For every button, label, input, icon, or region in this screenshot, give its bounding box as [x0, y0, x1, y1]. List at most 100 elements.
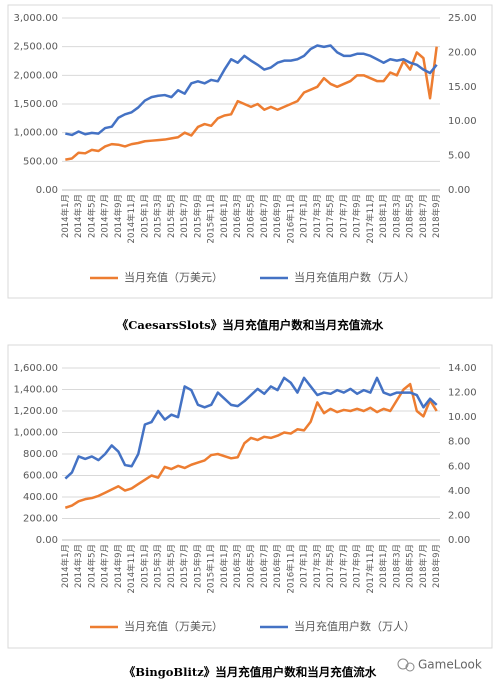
legend-label: 当月充值（万美元） — [124, 270, 223, 284]
x-tick-label: 2016年11月 — [285, 194, 296, 243]
y-tick-label: 1,200.00 — [13, 406, 58, 417]
x-tick-label: 2015年7月 — [179, 194, 190, 238]
legend-label: 当月充值（万美元） — [124, 619, 223, 633]
x-tick-label: 2014年1月 — [60, 544, 71, 588]
x-tick-label: 2016年7月 — [259, 194, 270, 238]
x-tick-label: 2014年5月 — [86, 194, 97, 238]
y2-tick-label: 0.00 — [448, 185, 470, 196]
x-tick-label: 2015年9月 — [192, 194, 203, 238]
x-tick-label: 2018年5月 — [405, 544, 416, 588]
x-tick-label: 2015年1月 — [139, 544, 150, 588]
y-tick-label: 2,500.00 — [13, 42, 58, 53]
x-tick-label: 2017年5月 — [325, 544, 336, 588]
x-tick-label: 2015年1月 — [139, 194, 150, 238]
x-tick-label: 2017年9月 — [352, 544, 363, 588]
x-tick-label: 2015年5月 — [166, 194, 177, 238]
x-tick-label: 2017年3月 — [312, 194, 323, 238]
x-tick-label: 2018年3月 — [391, 194, 402, 238]
x-tick-label: 2016年5月 — [246, 544, 257, 588]
x-tick-label: 2017年5月 — [325, 194, 336, 238]
x-tick-label: 2015年11月 — [206, 544, 217, 593]
x-tick-label: 2017年1月 — [299, 194, 310, 238]
x-tick-label: 2018年1月 — [378, 544, 389, 588]
series-line — [64, 376, 438, 480]
y-tick-label: 3,000.00 — [13, 13, 58, 24]
x-tick-label: 2016年9月 — [272, 194, 283, 238]
watermark: GameLook — [418, 658, 482, 672]
x-tick-label: 2018年7月 — [418, 194, 429, 238]
y-tick-label: 2,000.00 — [13, 70, 58, 81]
series-line — [65, 46, 438, 161]
y2-tick-label: 5.00 — [448, 151, 470, 162]
x-tick-label: 2016年1月 — [219, 544, 230, 588]
x-tick-label: 2017年9月 — [352, 194, 363, 238]
y-tick-label: 600.00 — [23, 471, 58, 482]
x-tick-label: 2015年7月 — [179, 544, 190, 588]
x-tick-label: 2018年9月 — [431, 194, 442, 238]
x-tick-label: 2015年11月 — [206, 194, 217, 243]
legend-label: 当月充值用户数（万人） — [294, 619, 415, 633]
x-tick-label: 2015年3月 — [153, 194, 164, 238]
y2-tick-label: 14.00 — [448, 363, 477, 374]
legend-label: 当月充值用户数（万人） — [294, 270, 415, 284]
x-tick-label: 2017年11月 — [365, 194, 376, 243]
x-tick-label: 2015年9月 — [192, 544, 203, 588]
x-tick-label: 2014年7月 — [100, 544, 111, 588]
x-tick-label: 2014年11月 — [126, 544, 137, 593]
y-tick-label: 1,600.00 — [13, 363, 58, 374]
x-tick-label: 2014年9月 — [113, 544, 124, 588]
chart-frame — [7, 4, 493, 299]
x-tick-label: 2017年3月 — [312, 544, 323, 588]
y2-tick-label: 0.00 — [448, 535, 470, 546]
x-tick-label: 2017年7月 — [338, 194, 349, 238]
y2-tick-label: 6.00 — [448, 461, 470, 472]
watermark-icon — [397, 658, 415, 672]
x-tick-label: 2015年5月 — [166, 544, 177, 588]
y-tick-label: 1,500.00 — [13, 99, 58, 110]
x-tick-label: 2017年1月 — [299, 544, 310, 588]
y-tick-label: 0.00 — [36, 185, 58, 196]
y-tick-label: 400.00 — [23, 492, 58, 503]
chart-caption: 《CaesarsSlots》当月充值用户数和当月充值流水 — [117, 318, 384, 332]
y-tick-label: 1,400.00 — [13, 385, 58, 396]
y-tick-label: 1,000.00 — [13, 428, 58, 439]
x-tick-label: 2016年3月 — [232, 544, 243, 588]
x-tick-label: 2014年11月 — [126, 194, 137, 243]
x-tick-label: 2014年3月 — [73, 544, 84, 588]
y-tick-label: 1,000.00 — [13, 128, 58, 139]
x-tick-label: 2016年9月 — [272, 544, 283, 588]
y2-tick-label: 20.00 — [448, 47, 477, 58]
x-tick-label: 2016年1月 — [219, 194, 230, 238]
x-tick-label: 2016年7月 — [259, 544, 270, 588]
y2-tick-label: 8.00 — [448, 437, 470, 448]
chart-frame — [7, 344, 493, 649]
x-tick-label: 2018年9月 — [431, 544, 442, 588]
chart-caption: 《BingoBlitz》当月充值用户数和当月充值流水 — [124, 665, 377, 679]
y2-tick-label: 10.00 — [448, 412, 477, 423]
x-tick-label: 2014年7月 — [100, 194, 111, 238]
x-tick-label: 2015年3月 — [153, 544, 164, 588]
x-tick-label: 2016年11月 — [285, 544, 296, 593]
x-tick-label: 2014年3月 — [73, 194, 84, 238]
y-tick-label: 200.00 — [23, 514, 58, 525]
x-tick-label: 2016年3月 — [232, 194, 243, 238]
x-tick-label: 2017年7月 — [338, 544, 349, 588]
x-tick-label: 2014年9月 — [113, 194, 124, 238]
x-tick-label: 2018年7月 — [418, 544, 429, 588]
y-tick-label: 0.00 — [36, 535, 58, 546]
y2-tick-label: 15.00 — [448, 82, 477, 93]
x-tick-label: 2014年5月 — [86, 544, 97, 588]
y2-tick-label: 25.00 — [448, 13, 477, 24]
x-tick-label: 2014年1月 — [60, 194, 71, 238]
y-tick-label: 500.00 — [23, 156, 58, 167]
y-tick-label: 800.00 — [23, 449, 58, 460]
y2-tick-label: 12.00 — [448, 388, 477, 399]
x-tick-label: 2018年3月 — [391, 544, 402, 588]
y2-tick-label: 10.00 — [448, 116, 477, 127]
y2-tick-label: 2.00 — [448, 510, 470, 521]
x-tick-label: 2018年1月 — [378, 194, 389, 238]
y2-tick-label: 4.00 — [448, 486, 470, 497]
series-line — [64, 382, 438, 509]
x-tick-label: 2018年5月 — [405, 194, 416, 238]
